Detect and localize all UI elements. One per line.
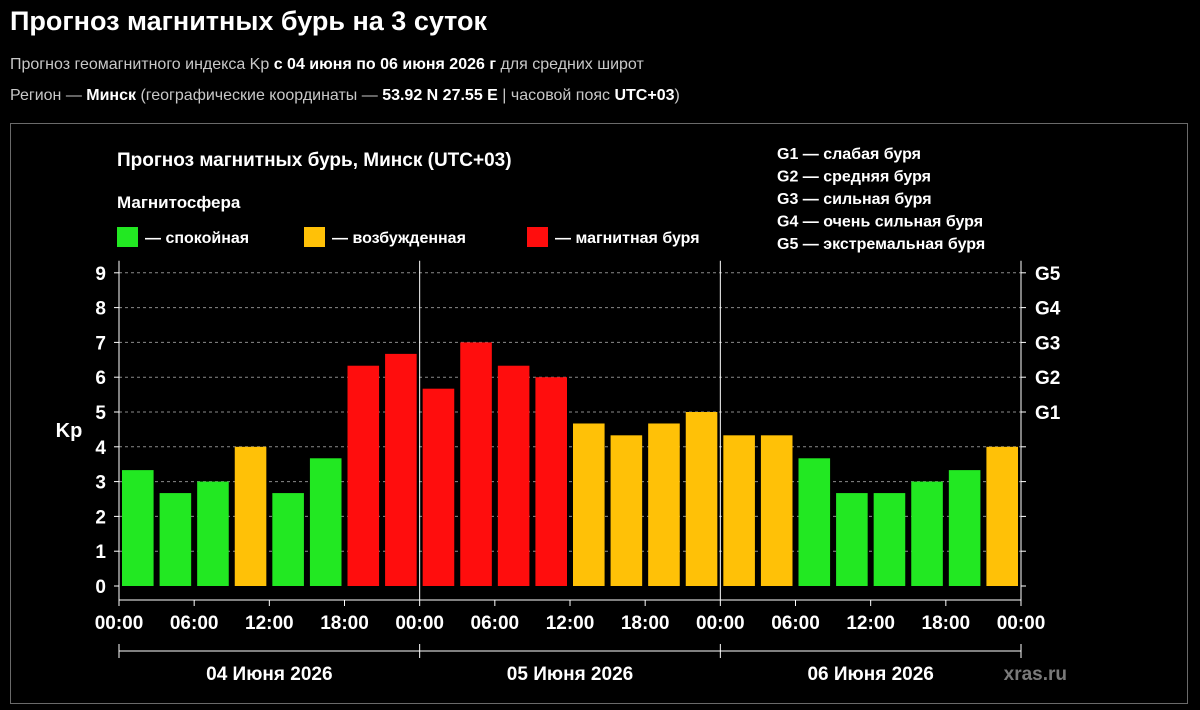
kp-bar (573, 423, 605, 586)
kp-forecast-chart: Прогноз магнитных бурь, Минск (UTC+03) Ма… (56, 146, 1067, 685)
kp-bar (610, 435, 643, 586)
kp-bar (159, 493, 192, 586)
kp-bar (272, 493, 304, 586)
x-tick-label: 00:00 (395, 613, 444, 634)
g-scale-item: G1 — слабая буря (777, 146, 921, 163)
y-tick-label: 4 (95, 438, 106, 459)
region-coordinates: 53.92 N 27.55 E (382, 87, 498, 104)
chart-panel: Прогноз магнитных бурь, Минск (UTC+03) Ма… (10, 123, 1188, 704)
x-tick-label: 06:00 (771, 613, 820, 634)
g-scale-item: G4 — очень сильная буря (777, 214, 983, 231)
x-tick-label: 00:00 (696, 613, 745, 634)
x-tick-label: 06:00 (471, 613, 520, 634)
kp-bar (798, 458, 831, 586)
x-tick-label: 00:00 (997, 613, 1046, 634)
g-level-label: G5 (1035, 264, 1061, 285)
y-tick-label: 8 (95, 299, 106, 320)
line2-mid: (географические координаты — (136, 87, 383, 104)
y-tick-label: 3 (95, 473, 106, 494)
watermark: xras.ru (1004, 664, 1067, 685)
region-timezone: UTC+03 (614, 87, 675, 104)
kp-bar (685, 412, 718, 586)
kp-bar (234, 446, 267, 586)
day-label: 06 Июня 2026 (807, 664, 933, 685)
kp-bar (648, 423, 680, 586)
x-tick-label: 12:00 (546, 613, 595, 634)
kp-bar (948, 470, 981, 586)
x-tick-label: 18:00 (922, 613, 971, 634)
x-tick-label: 12:00 (846, 613, 895, 634)
legend-title: Магнитосфера (117, 193, 241, 212)
y-tick-label: 1 (95, 542, 106, 563)
kp-bar (347, 365, 380, 586)
line2-end: ) (674, 87, 680, 104)
legend-swatch-excited (304, 227, 325, 247)
y-tick-label: 6 (95, 368, 106, 389)
day-label: 05 Июня 2026 (507, 664, 633, 685)
kp-bar (836, 493, 868, 586)
kp-bar (197, 481, 229, 586)
g-scale-item: G2 — средняя буря (777, 169, 931, 186)
kp-bar (385, 353, 417, 586)
legend-label-storm: — магнитная буря (555, 230, 700, 247)
kp-bar (309, 458, 342, 586)
region-city: Минск (86, 87, 136, 104)
kp-bar (535, 377, 567, 586)
legend-swatch-storm (527, 227, 548, 247)
y-tick-label: 7 (95, 333, 106, 354)
kp-bar (911, 481, 943, 586)
kp-bar (122, 470, 154, 586)
g-level-label: G3 (1035, 333, 1060, 354)
legend-swatch-calm (117, 227, 138, 247)
g-scale-item: G5 — экстремальная буря (777, 236, 985, 253)
kp-bar (460, 342, 492, 586)
x-tick-label: 12:00 (245, 613, 294, 634)
g-level-label: G4 (1035, 299, 1061, 320)
x-tick-label: 18:00 (621, 613, 670, 634)
page-title: Прогноз магнитных бурь на 3 суток (10, 6, 488, 36)
y-tick-label: 5 (95, 403, 106, 424)
legend-label-calm: — спокойная (145, 230, 249, 247)
line1-prefix: Прогноз геомагнитного индекса Kp (10, 56, 274, 73)
legend-label-excited: — возбужденная (332, 230, 466, 247)
y-tick-label: 9 (95, 264, 106, 285)
x-tick-label: 18:00 (320, 613, 369, 634)
kp-bar (422, 388, 455, 586)
g-level-label: G2 (1035, 368, 1060, 389)
line1-suffix: для средних широт (496, 56, 644, 73)
g-scale-item: G3 — сильная буря (777, 191, 932, 208)
g-level-label: G1 (1035, 403, 1061, 424)
day-label: 04 Июня 2026 (206, 664, 332, 685)
forecast-range-line: Прогноз геомагнитного индекса Kp с 04 ию… (10, 56, 644, 74)
kp-bar (873, 493, 906, 586)
chart-title: Прогноз магнитных бурь, Минск (UTC+03) (117, 150, 512, 171)
y-tick-label: 2 (95, 507, 106, 528)
y-tick-label: 0 (95, 577, 106, 598)
kp-bar (760, 435, 793, 586)
forecast-date-range: с 04 июня по 06 июня 2026 г (273, 56, 497, 73)
kp-bar (986, 446, 1018, 586)
x-tick-label: 00:00 (95, 613, 144, 634)
kp-bar (497, 365, 530, 586)
region-line: Регион — Минск (географические координат… (10, 87, 680, 105)
x-tick-label: 06:00 (170, 613, 219, 634)
line2-sep: | часовой пояс (497, 87, 615, 104)
y-axis-title: Kp (56, 420, 83, 442)
line2-prefix: Регион — (10, 87, 87, 104)
kp-bar (723, 435, 755, 586)
